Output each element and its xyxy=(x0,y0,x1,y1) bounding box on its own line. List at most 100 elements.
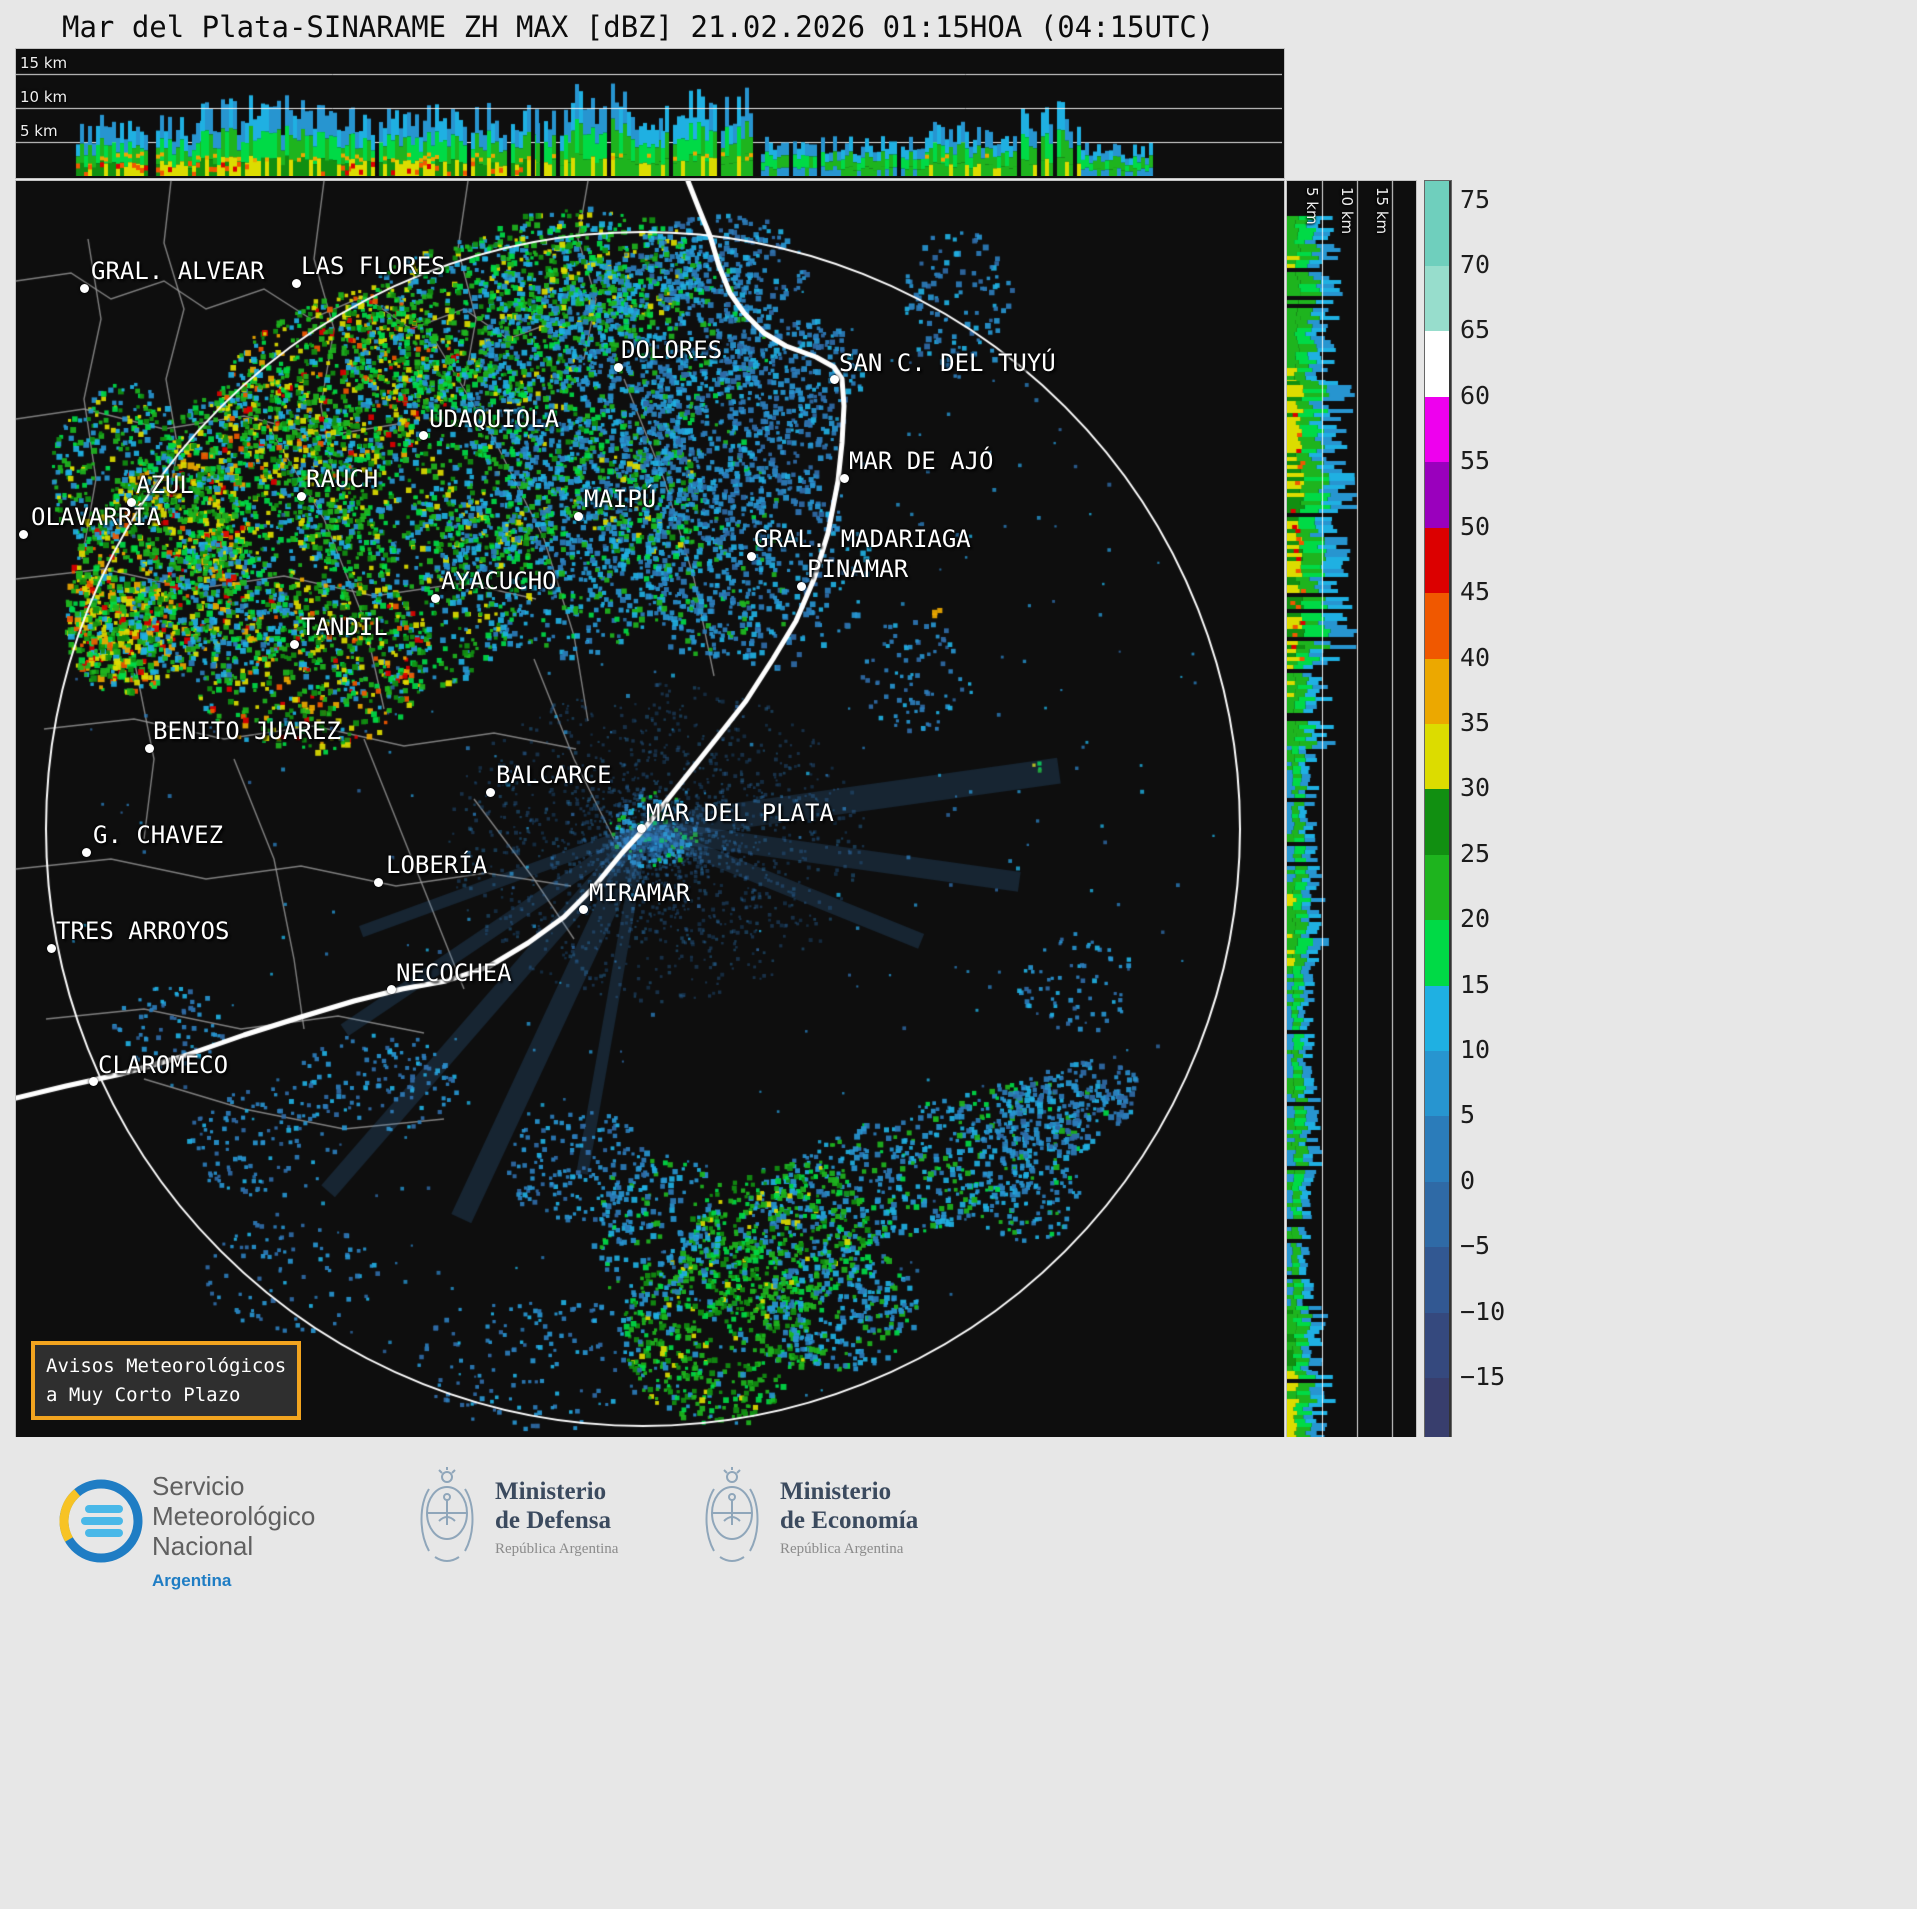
colorbar-tick-label: 40 xyxy=(1460,642,1491,672)
colorbar-band xyxy=(1425,593,1449,660)
city-label: GRAL. ALVEAR xyxy=(91,257,265,285)
colorbar-tick-label: 60 xyxy=(1460,380,1491,410)
city-dot xyxy=(290,640,299,649)
colorbar-band xyxy=(1425,396,1449,464)
warning-notice-box[interactable]: Avisos Meteorológicos a Muy Corto Plazo xyxy=(31,1341,302,1420)
colorbar-tick-label: 30 xyxy=(1460,773,1491,803)
top-axis-label-5km: 5 km xyxy=(20,122,58,140)
colorbar-band xyxy=(1425,200,1449,268)
colorbar-bands xyxy=(1425,181,1449,1438)
colorbar-tick-label: 50 xyxy=(1460,511,1491,541)
notice-line2: a Muy Corto Plazo xyxy=(46,1383,241,1406)
defensa-subtitle: República Argentina xyxy=(495,1540,619,1557)
smn-line3: Nacional xyxy=(152,1531,254,1561)
colorbar xyxy=(1424,180,1452,1440)
city-dot xyxy=(47,944,56,953)
city-label: DOLORES xyxy=(621,336,723,364)
city-dot xyxy=(374,878,383,887)
colorbar-tick-label: −10 xyxy=(1460,1296,1506,1326)
colorbar-tick-label: 0 xyxy=(1460,1165,1476,1195)
colorbar-band xyxy=(1425,181,1449,202)
colorbar-band xyxy=(1425,1116,1449,1183)
city-dot xyxy=(574,512,583,521)
city-label: OLAVARRÍA xyxy=(31,503,162,531)
city-label: RAUCH xyxy=(306,465,379,493)
notice-line1: Avisos Meteorológicos xyxy=(46,1355,287,1377)
colorbar-ticks: 75 70 65 60 55 50 45 40 35 30 25 20 15 10 5 0 −5 −10 −15 xyxy=(1460,180,1550,1438)
colorbar-tick-label: 65 xyxy=(1460,315,1491,345)
city-dot xyxy=(127,498,136,507)
city-dot xyxy=(614,363,623,372)
economia-line2: de Economía xyxy=(780,1506,919,1534)
city-label: MAR DEL PLATA xyxy=(646,799,834,827)
city-layer: GRAL. ALVEAR LAS FLORES DOLORES SAN C. DEL … xyxy=(16,181,1284,1439)
city-dot xyxy=(145,744,154,753)
colorbar-band xyxy=(1425,920,1449,987)
radar-map-canvas xyxy=(16,181,1282,1437)
city-dot xyxy=(89,1077,98,1086)
colorbar-band xyxy=(1425,527,1449,595)
footer: Servicio Meteorológico Nacional Argentin… xyxy=(0,1437,1917,1909)
colorbar-tick-label: 5 xyxy=(1460,1100,1476,1130)
radar-map-panel: GRAL. ALVEAR LAS FLORES DOLORES SAN C. DEL … xyxy=(15,180,1285,1440)
right-cross-section-panel: 5 km 10 km 15 km xyxy=(1286,180,1417,1440)
colorbar-band xyxy=(1425,1181,1449,1249)
city-label: MAR DE AJÓ xyxy=(849,447,994,475)
defensa-line1: Ministerio xyxy=(495,1477,607,1505)
colorbar-band xyxy=(1425,789,1449,856)
city-dot xyxy=(297,492,306,501)
right-axis-label-10km: 10 km xyxy=(1338,187,1356,235)
city-dot xyxy=(80,284,89,293)
city-dot xyxy=(387,985,396,994)
coat-of-arms-defensa-icon xyxy=(420,1467,474,1562)
coat-of-arms-economia-icon xyxy=(705,1467,759,1562)
city-label: BENITO JUAREZ xyxy=(153,717,341,745)
colorbar-band xyxy=(1425,854,1449,922)
colorbar-band xyxy=(1425,1051,1449,1118)
colorbar-band xyxy=(1425,1247,1449,1314)
economia-line1: Ministerio xyxy=(780,1477,892,1505)
city-dot xyxy=(486,788,495,797)
top-axis-label-10km: 10 km xyxy=(20,88,68,106)
city-label: G. CHAVEZ xyxy=(93,821,224,849)
colorbar-tick-label: 25 xyxy=(1460,838,1491,868)
city-label: TANDIL xyxy=(301,613,388,641)
colorbar-band xyxy=(1425,331,1449,398)
right-cross-section-canvas xyxy=(1287,181,1414,1437)
city-label: CLAROMECO xyxy=(98,1051,229,1079)
city-label: MIRAMAR xyxy=(589,879,691,907)
city-dot xyxy=(840,474,849,483)
city-dot xyxy=(637,824,646,833)
colorbar-tick-label: 35 xyxy=(1460,707,1491,737)
city-dot xyxy=(82,848,91,857)
colorbar-tick-label: −5 xyxy=(1460,1231,1491,1261)
city-dot xyxy=(747,552,756,561)
right-axis-label-5km: 5 km xyxy=(1303,187,1321,225)
city-dot xyxy=(797,582,806,591)
smn-line1: Servicio xyxy=(152,1471,245,1501)
city-label: MAIPÚ xyxy=(584,485,657,513)
top-cross-section-canvas xyxy=(16,49,1282,176)
city-dot xyxy=(431,594,440,603)
city-label: BALCARCE xyxy=(496,761,612,789)
ministerio-economia-logo: Ministerio de Economía República Argenti… xyxy=(700,1465,918,1569)
smn-line2: Meteorológico xyxy=(152,1501,316,1531)
colorbar-tick-label: 55 xyxy=(1460,446,1491,476)
city-label: PINAMAR xyxy=(807,555,909,583)
colorbar-tick-label: 70 xyxy=(1460,250,1491,280)
city-label: AYACUCHO xyxy=(441,567,557,595)
city-label: NECOCHEA xyxy=(396,959,512,987)
top-axis-label-15km: 15 km xyxy=(20,54,68,72)
colorbar-tick-label: 75 xyxy=(1460,184,1491,214)
smn-logo-icon xyxy=(59,1479,143,1563)
smn-country: Argentina xyxy=(152,1571,232,1590)
ministerio-defensa-logo: Ministerio de Defensa República Argentin… xyxy=(415,1465,618,1569)
right-axis-label-15km: 15 km xyxy=(1373,187,1391,235)
colorbar-band xyxy=(1425,1378,1449,1438)
colorbar-band xyxy=(1425,985,1449,1053)
smn-wordmark: Servicio Meteorológico Nacional Argentin… xyxy=(152,1471,315,1596)
city-label: LOBERÍA xyxy=(386,851,488,879)
city-dot xyxy=(419,431,428,440)
colorbar-tick-label: 10 xyxy=(1460,1035,1491,1065)
colorbar-band xyxy=(1425,723,1449,791)
